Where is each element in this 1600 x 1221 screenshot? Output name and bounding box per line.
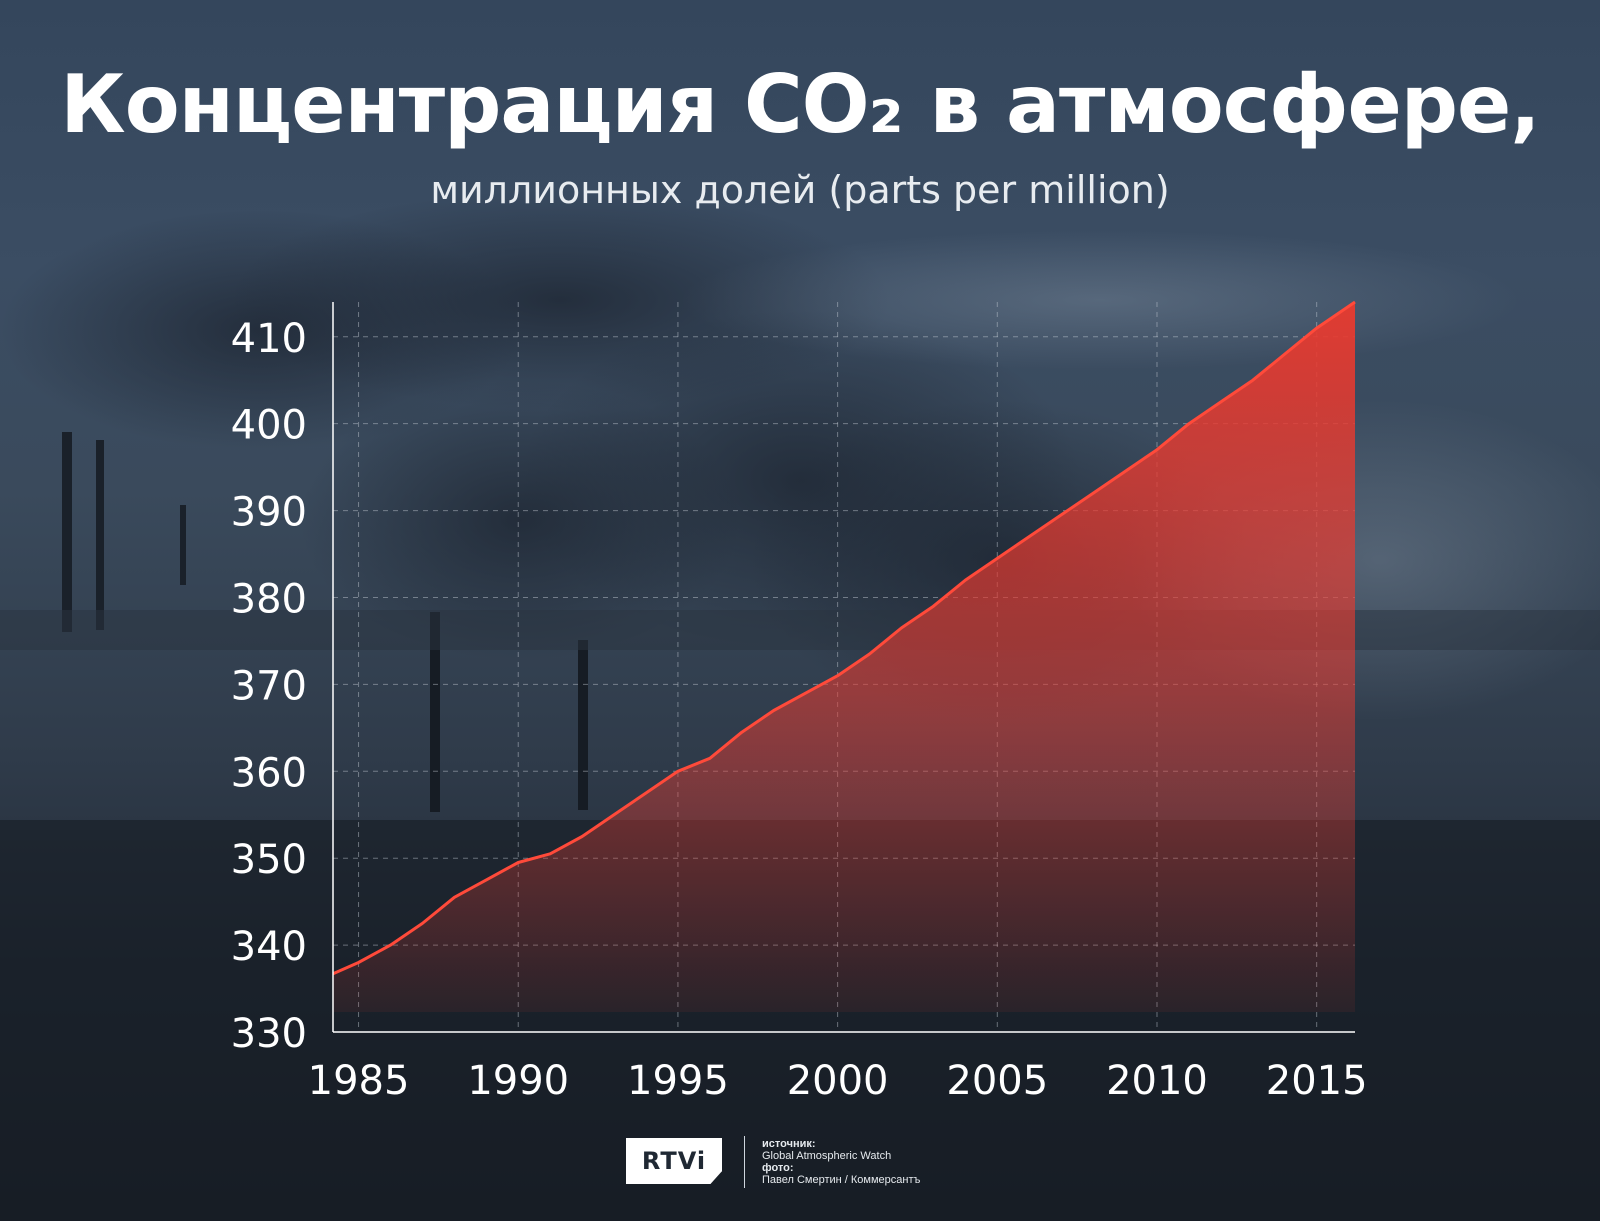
y-tick-label: 340	[231, 924, 307, 970]
chart-title: Концентрация CO₂ в атмосфере,	[60, 58, 1540, 151]
x-tick-label: 1985	[308, 1058, 410, 1104]
x-tick-label: 2010	[1106, 1058, 1208, 1104]
y-tick-label: 330	[231, 1011, 307, 1057]
x-tick-label: 1990	[467, 1058, 569, 1104]
rtvi-logo: RTVi	[626, 1138, 722, 1184]
footer-divider	[744, 1136, 745, 1188]
x-tick-label: 2015	[1266, 1058, 1368, 1104]
y-tick-label: 350	[231, 837, 307, 883]
chart-subtitle: миллионных долей (parts per million)	[430, 168, 1170, 212]
y-tick-label: 400	[231, 403, 307, 449]
x-tick-label: 2000	[787, 1058, 889, 1104]
co2-area	[333, 302, 1355, 1012]
y-tick-label: 410	[231, 316, 307, 362]
y-tick-label: 390	[231, 490, 307, 536]
x-tick-label: 1995	[627, 1058, 729, 1104]
credits: источник: Global Atmospheric Watch фото:…	[762, 1138, 920, 1186]
co2-line	[332, 300, 1356, 976]
source-text: Global Atmospheric Watch	[762, 1150, 892, 1162]
photo-credit: Павел Смертин / Коммерсантъ	[762, 1174, 921, 1186]
photo-label: фото:	[762, 1162, 794, 1174]
x-tick-label: 2005	[946, 1058, 1048, 1104]
y-tick-label: 360	[231, 750, 307, 796]
y-tick-label: 380	[231, 576, 307, 622]
y-tick-label: 370	[231, 663, 307, 709]
source-label: источник:	[762, 1138, 816, 1150]
